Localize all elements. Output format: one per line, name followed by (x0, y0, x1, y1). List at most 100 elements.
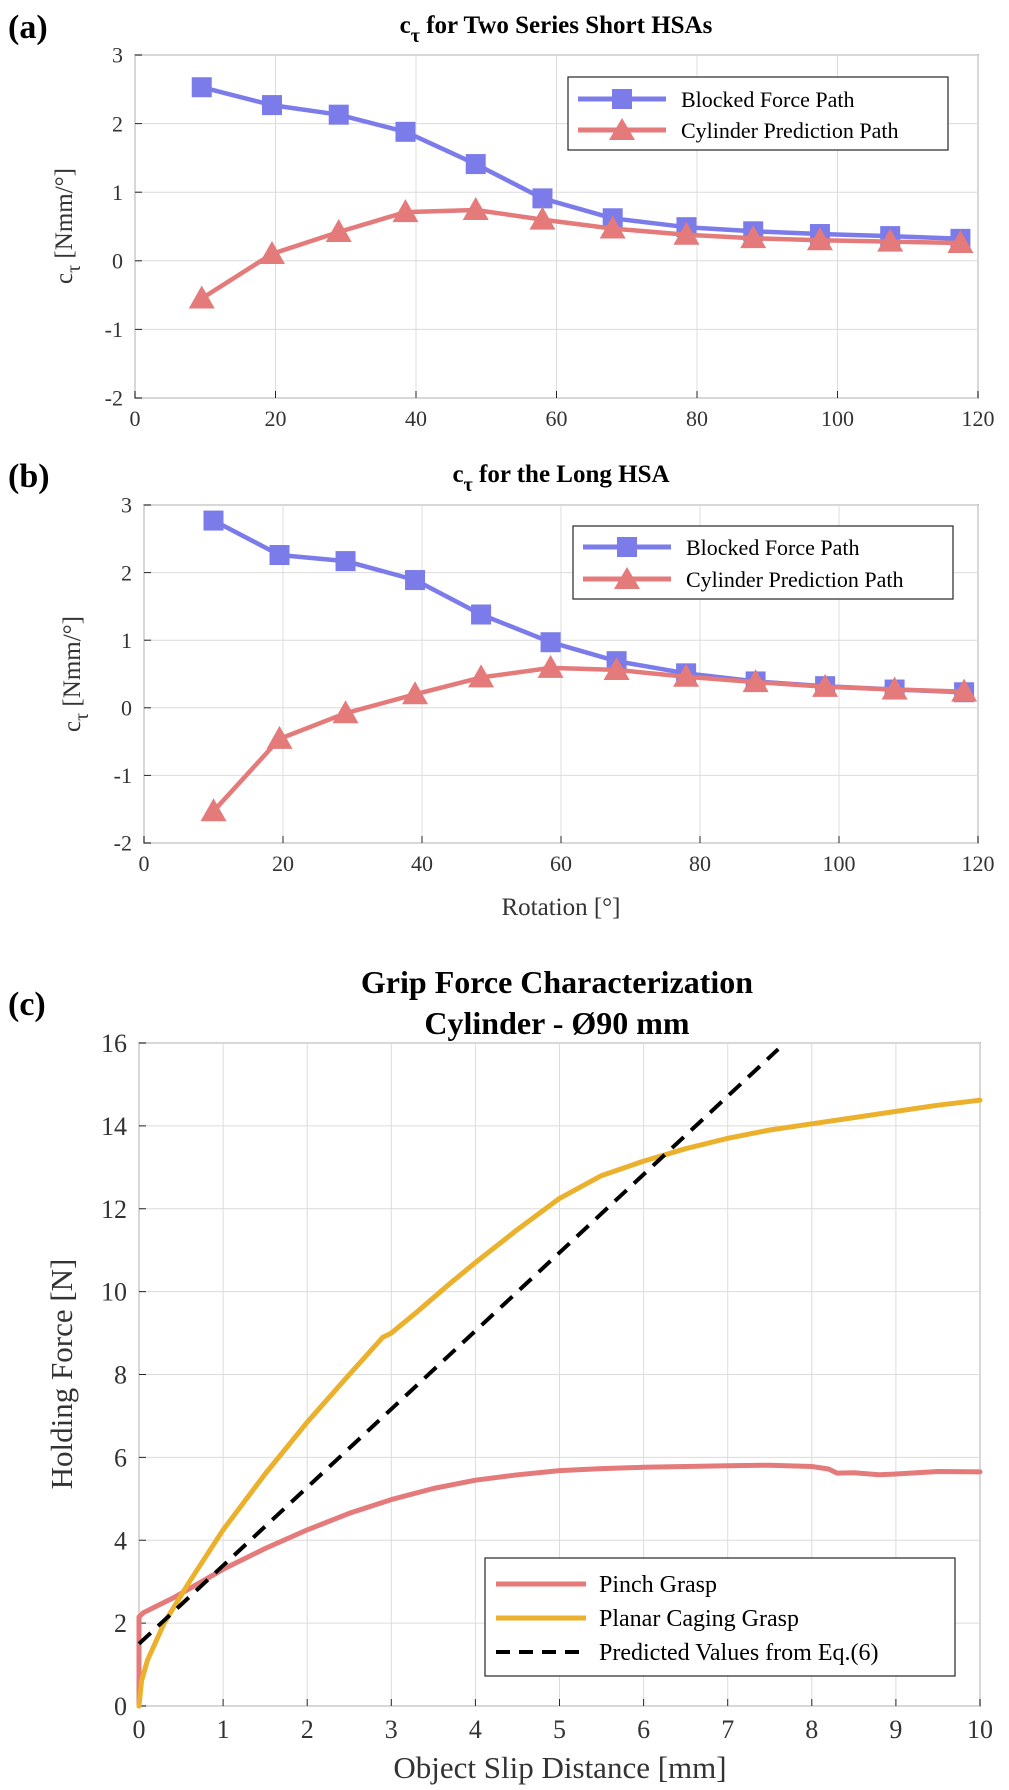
panel-b-legend-label-blocked: Blocked Force Path (686, 535, 860, 560)
panel-a-ylabel: cτ [Nmm/°] (51, 168, 85, 284)
panel-a-ytick-label: -2 (105, 386, 123, 411)
panel-c-ytick-label: 2 (114, 1609, 127, 1638)
panel-c-ytick-label: 8 (114, 1361, 127, 1390)
panel-c-ytick-label: 4 (114, 1526, 127, 1555)
panel-b-point-cylinder-prediction-path (402, 681, 429, 705)
panel-a-legend-marker-blocked (612, 89, 632, 109)
panel-c-xtick-label: 2 (301, 1715, 314, 1744)
panel-a-point-cylinder-prediction-path (877, 228, 904, 252)
panel-b-legend-marker-blocked (617, 537, 637, 557)
panel-a-point-cylinder-prediction-path (258, 240, 285, 264)
panel-a-point-cylinder-prediction-path (188, 285, 215, 309)
panel-b-ytick-label: -2 (114, 831, 132, 856)
panel-a-ytick-label: 3 (112, 43, 123, 68)
panel-b-xlabel: Rotation [°] (501, 894, 620, 921)
panel-b-xtick-label: 120 (962, 851, 995, 876)
panel-a-ytick-label: 2 (112, 111, 123, 136)
panel-c-xtick-label: 1 (217, 1715, 230, 1744)
panel-b-ylabel: cτ [Nmm/°] (59, 616, 93, 732)
panel-a-point-cylinder-prediction-path (325, 218, 352, 242)
panel-b-series-cylinder-prediction-path-line (211, 665, 967, 814)
panel-c-xtick-label: 3 (385, 1715, 398, 1744)
panel-c-ytick-label: 6 (114, 1443, 127, 1472)
panel-c-title: Grip Force Characterization (361, 964, 753, 1000)
panel-a-point-blocked-force-path (261, 95, 282, 116)
panel-a-xtick-label: 120 (962, 406, 995, 431)
panel-b-point-cylinder-prediction-path (468, 664, 495, 688)
panel-c-xtick-label: 7 (721, 1715, 734, 1744)
panel-b-xtick-label: 0 (139, 851, 150, 876)
panel-b-legend: Blocked Force Path Cylinder Prediction P… (572, 525, 954, 600)
panel-a-point-blocked-force-path (395, 121, 416, 142)
panel-b-point-blocked-force-path (405, 570, 426, 591)
panel-b-point-cylinder-prediction-path (951, 678, 978, 702)
panel-a-point-blocked-force-path (191, 77, 212, 98)
panel-b-point-cylinder-prediction-path (881, 676, 908, 700)
panel-a-chart: (a) cτ for Two Series Short HSAs 0 20 40 60… (8, 9, 995, 431)
panel-a-point-cylinder-prediction-path (947, 229, 974, 253)
panel-a-xtick-label: 60 (546, 406, 568, 431)
panel-a-point-cylinder-prediction-path (806, 227, 833, 251)
panel-a-xtick-label: 0 (130, 406, 141, 431)
panel-c-ytick-label: 0 (114, 1692, 127, 1721)
panel-b-point-blocked-force-path (269, 545, 290, 566)
panel-c-xtick-label: 8 (805, 1715, 818, 1744)
panel-b-point-cylinder-prediction-path (603, 656, 630, 680)
panel-b-point-cylinder-prediction-path (332, 700, 359, 724)
panel-a-xtick-label: 40 (405, 406, 427, 431)
panel-b-ytick-label: -1 (114, 763, 132, 788)
panel-a-legend-label-blocked: Blocked Force Path (681, 87, 855, 112)
panel-c-ytick-label: 10 (101, 1278, 127, 1307)
panel-c-xtick-label: 5 (553, 1715, 566, 1744)
panel-b-point-blocked-force-path (540, 632, 561, 653)
panel-c-ytick-label: 16 (101, 1029, 127, 1058)
panel-a-point-cylinder-prediction-path (673, 221, 700, 245)
panel-b-label: (b) (8, 458, 50, 495)
panel-c-chart: (c) Grip Force Characterization Cylinder… (8, 964, 993, 1785)
panel-b-point-cylinder-prediction-path (812, 673, 839, 697)
panel-b-point-cylinder-prediction-path (742, 669, 769, 693)
panel-a-legend-label-cylinder: Cylinder Prediction Path (681, 118, 899, 143)
panel-a-xtick-label: 20 (265, 406, 287, 431)
panel-a-ytick-label: 1 (112, 180, 123, 205)
panel-a-label: (a) (8, 9, 48, 46)
panel-b-point-cylinder-prediction-path (673, 663, 700, 687)
panel-c-xtick-label: 4 (469, 1715, 482, 1744)
panel-c-legend-label-predicted: Predicted Values from Eq.(6) (599, 1640, 878, 1666)
panel-b-point-cylinder-prediction-path (537, 654, 564, 678)
panel-c-ytick-label: 12 (101, 1195, 127, 1224)
panel-a-legend-marker-cylinder (609, 118, 635, 140)
panel-c-series-predicted-values-from-eq-6-line (137, 1047, 780, 1646)
panel-a-point-cylinder-prediction-path (462, 197, 489, 221)
panel-c-legend-label-caging: Planar Caging Grasp (599, 1606, 799, 1632)
panel-b-point-blocked-force-path (471, 604, 492, 625)
panel-a-point-blocked-force-path (532, 188, 553, 209)
panel-a-ytick-label: 0 (112, 249, 123, 274)
panel-b-xtick-label: 60 (550, 851, 572, 876)
panel-b-title: cτ for the Long HSA (452, 461, 669, 496)
panel-b-xtick-label: 20 (272, 851, 294, 876)
panel-c-xtick-label: 10 (967, 1715, 993, 1744)
panel-b-legend-marker-cylinder (614, 567, 640, 589)
panel-c-xtick-label: 6 (637, 1715, 650, 1744)
panel-c-xlabel: Object Slip Distance [mm] (393, 1750, 726, 1785)
panel-b-point-cylinder-prediction-path (200, 798, 227, 822)
panel-b-xtick-label: 100 (823, 851, 856, 876)
panel-a-title: cτ for Two Series Short HSAs (400, 12, 713, 47)
panel-a-ytick-label: -1 (105, 317, 123, 342)
panel-b-xtick-label: 40 (411, 851, 433, 876)
panel-b-xtick-label: 80 (689, 851, 711, 876)
panel-b-ytick-label: 2 (121, 560, 132, 585)
panel-a-series-cylinder-prediction-path-line (199, 207, 963, 301)
panel-b-ytick-label: 0 (121, 696, 132, 721)
panel-b-ytick-label: 1 (121, 628, 132, 653)
panel-b-point-blocked-force-path (335, 551, 356, 572)
panel-b-legend-label-cylinder: Cylinder Prediction Path (686, 567, 904, 592)
panel-c-label: (c) (8, 986, 46, 1023)
panel-c-ytick-label: 14 (101, 1112, 127, 1141)
panel-a-point-cylinder-prediction-path (599, 215, 626, 239)
panel-c-xtick-label: 0 (133, 1715, 146, 1744)
panel-a-xtick-label: 100 (821, 406, 854, 431)
panel-a-point-blocked-force-path (328, 104, 349, 125)
